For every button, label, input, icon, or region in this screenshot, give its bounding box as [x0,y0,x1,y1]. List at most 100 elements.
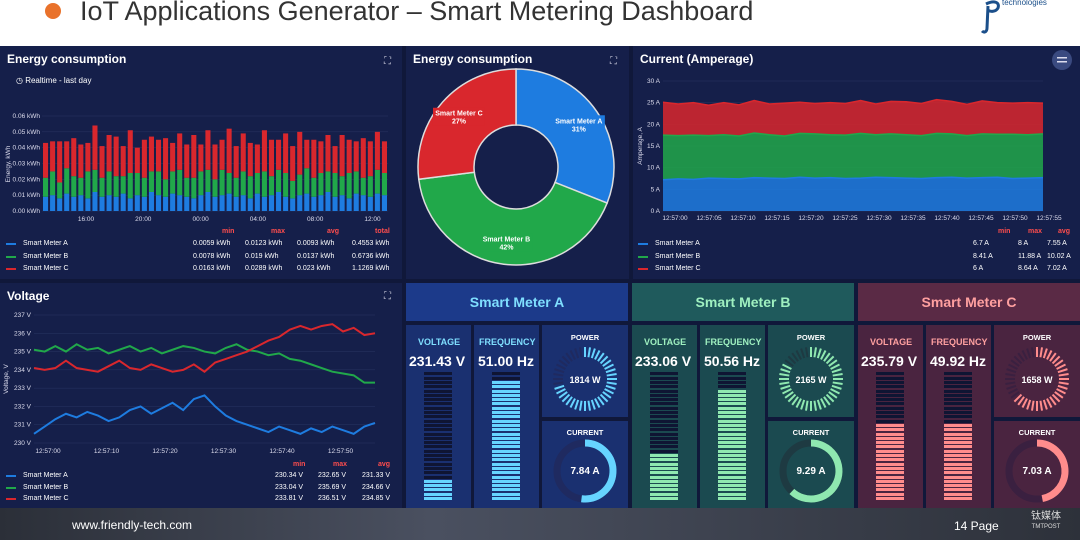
level-segment [718,471,746,475]
bar-b [57,182,63,199]
power-tick [1057,368,1068,374]
frequency-label: FREQUENCY [931,337,988,347]
level-segment [492,389,520,393]
level-segment [424,385,452,389]
legend-min: 233.04 V [275,483,304,491]
level-segment [718,492,746,496]
col-max: max [1028,228,1043,235]
power-tick [828,391,838,399]
legend-avg: 234.66 V [362,483,391,491]
level-segment [492,402,520,406]
x-tick-label: 12:57:50 [1002,215,1028,222]
bar-c [374,131,380,170]
power-tick [825,393,835,403]
level-segment [492,471,520,475]
power-tick [823,396,831,406]
legend-avg: 231.33 V [362,472,391,479]
power-tick [1039,400,1043,411]
power-tick [556,388,566,395]
bar-b [127,173,133,199]
power-tick [1021,350,1028,360]
power-label: POWER [796,333,826,342]
power-tick [1051,355,1061,365]
power-tick [1008,363,1018,370]
page-number: 14 Page [954,519,999,533]
level-segment [876,466,904,470]
legend-avg: 7.02 A [1047,265,1067,272]
expand-icon[interactable]: ⛶ [384,56,391,67]
x-tick-label: 12:57:25 [832,215,858,222]
power-tick [1046,398,1053,408]
bar-b [226,173,232,194]
footer-url[interactable]: www.friendly-tech.com [72,518,193,532]
bar-c [85,142,91,172]
slide-title: IoT Applications Generator – Smart Meter… [80,0,754,26]
level-segment [718,454,746,457]
power-tick [1056,363,1066,370]
bar-c [283,133,289,173]
level-segment [650,415,678,419]
menu-icon[interactable] [1051,49,1073,71]
power-tick [816,348,822,359]
bar-c [57,141,63,183]
bar-a [99,196,105,211]
level-segment [492,423,520,427]
level-segment [424,376,452,380]
bar-c [134,147,140,173]
expand-icon[interactable]: ⛶ [384,291,391,302]
level-segment [944,466,972,470]
bar-c [360,138,366,178]
bar-c [297,131,303,175]
level-segment [650,380,678,384]
level-segment [424,445,452,449]
level-segment [424,462,452,466]
bar-a [254,193,260,211]
slice-label: Smart Meter A [555,118,602,125]
level-segment [650,441,678,445]
level-segment [718,484,746,488]
power-tick [604,388,614,395]
bar-a [155,195,162,211]
level-segment [492,445,520,449]
level-segment [876,376,904,380]
power-tick [832,373,843,377]
power-tick [1006,368,1017,374]
power-tick [1042,348,1048,359]
legend-min: 6 A [973,265,984,272]
power-tick [800,399,806,410]
bar-a [212,196,218,211]
level-segment [876,389,904,393]
expand-icon[interactable]: ⛶ [610,56,617,67]
level-segment [650,471,678,475]
current-arc [581,439,617,503]
level-segment [944,393,972,397]
level-segment [876,488,904,492]
bar-a [311,196,317,211]
level-segment [718,441,746,445]
level-segment [424,479,452,483]
bar-b [332,173,338,197]
power-tick [791,352,799,362]
level-segment [492,428,520,432]
level-segment [650,423,678,427]
level-segment [876,415,904,419]
bar-b [64,168,70,194]
power-label: POWER [1022,333,1052,342]
power-tick [587,400,591,411]
line-b [662,132,1044,137]
voltage-line-chart: 230 V 231 V 232 V 233 V 234 V 235 V 236 V 237 V… [3,312,376,455]
power-tick [805,400,809,411]
frequency-gauge: FREQUENCY 49.92 Hz [926,325,991,508]
legend-min: 0.0163 kWh [193,265,231,272]
level-segment [944,471,972,475]
meter-card: Smart Meter A VOLTAGE 231.43 V FREQUENCY 51.… [406,283,628,508]
bar-a [78,195,84,211]
bar-c [177,133,183,170]
level-segment [650,454,678,457]
power-tick [602,359,612,367]
bar-a [353,193,359,211]
bar-a [360,195,366,211]
power-tick [820,398,827,408]
bar-a [177,195,183,211]
bar-c [92,125,98,170]
